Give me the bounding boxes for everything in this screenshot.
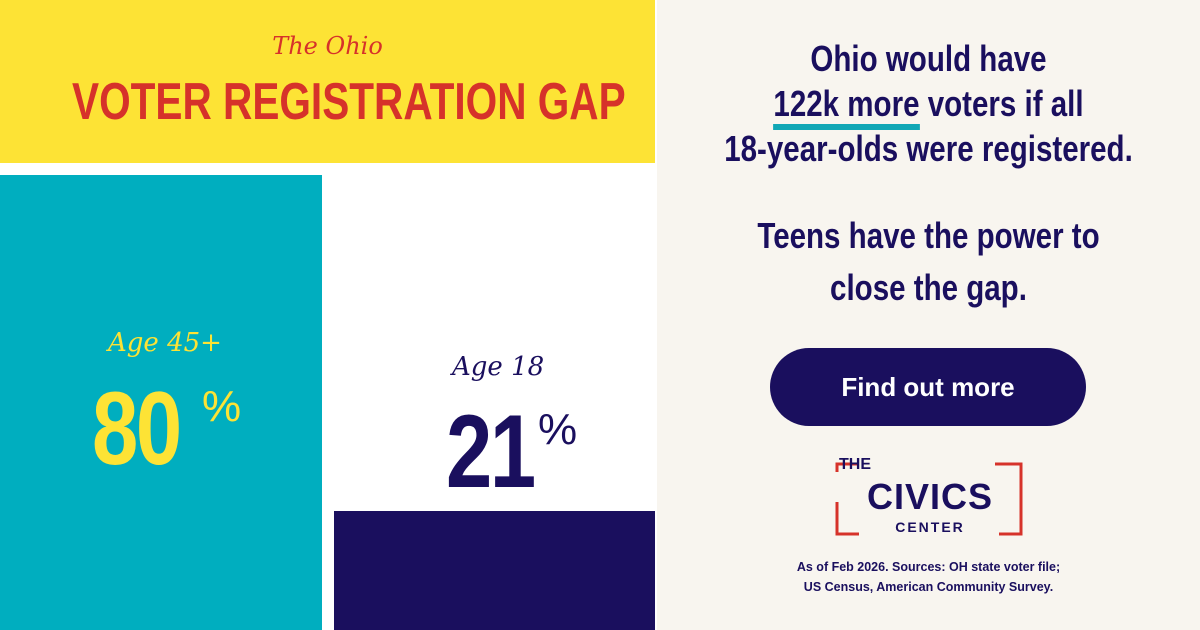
logo-top: THE	[839, 456, 871, 473]
cta-button[interactable]: Find out more	[770, 348, 1086, 426]
message: Ohio would have 122k more voters if all …	[657, 36, 1200, 171]
title: VOTER REGISTRATION GAP	[72, 73, 626, 131]
unit: %	[538, 405, 578, 454]
bar-label: Age 45+	[108, 328, 222, 358]
message-line: Ohio would have	[810, 38, 1047, 79]
bar	[334, 510, 655, 630]
logo-bottom: CENTER	[895, 519, 965, 535]
bar-label: Age 18	[452, 352, 545, 382]
source-line: As of Feb 2026. Sources: OH state voter …	[796, 560, 1061, 574]
bar	[0, 174, 322, 630]
kicker: The Ohio	[272, 32, 383, 60]
bar-value: 80	[92, 371, 182, 487]
message-line: close the gap.	[830, 267, 1027, 308]
message-text: voters if all	[927, 83, 1084, 124]
message-panel: Ohio would have 122k more voters if all …	[657, 0, 1200, 630]
bar-value-group: 80%	[92, 370, 241, 489]
message-line: Teens have the power to	[757, 215, 1100, 256]
source: As of Feb 2026. Sources: OH state voter …	[657, 557, 1200, 597]
unit: %	[202, 382, 242, 431]
message: Teens have the power to close the gap.	[657, 210, 1200, 314]
header-panel: The Ohio VOTER REGISTRATION GAP	[0, 0, 655, 163]
logo-main: CIVICS	[866, 476, 994, 517]
bar-value: 21	[446, 394, 536, 510]
highlight: 122k more	[773, 83, 920, 130]
logo-frame	[835, 462, 1023, 536]
message-line: 122k more voters if all	[706, 81, 1151, 130]
message-line: 18-year-olds were registered.	[724, 128, 1133, 169]
bar-value-group: 21%	[446, 393, 577, 512]
source-line: US Census, American Community Survey.	[803, 580, 1054, 594]
